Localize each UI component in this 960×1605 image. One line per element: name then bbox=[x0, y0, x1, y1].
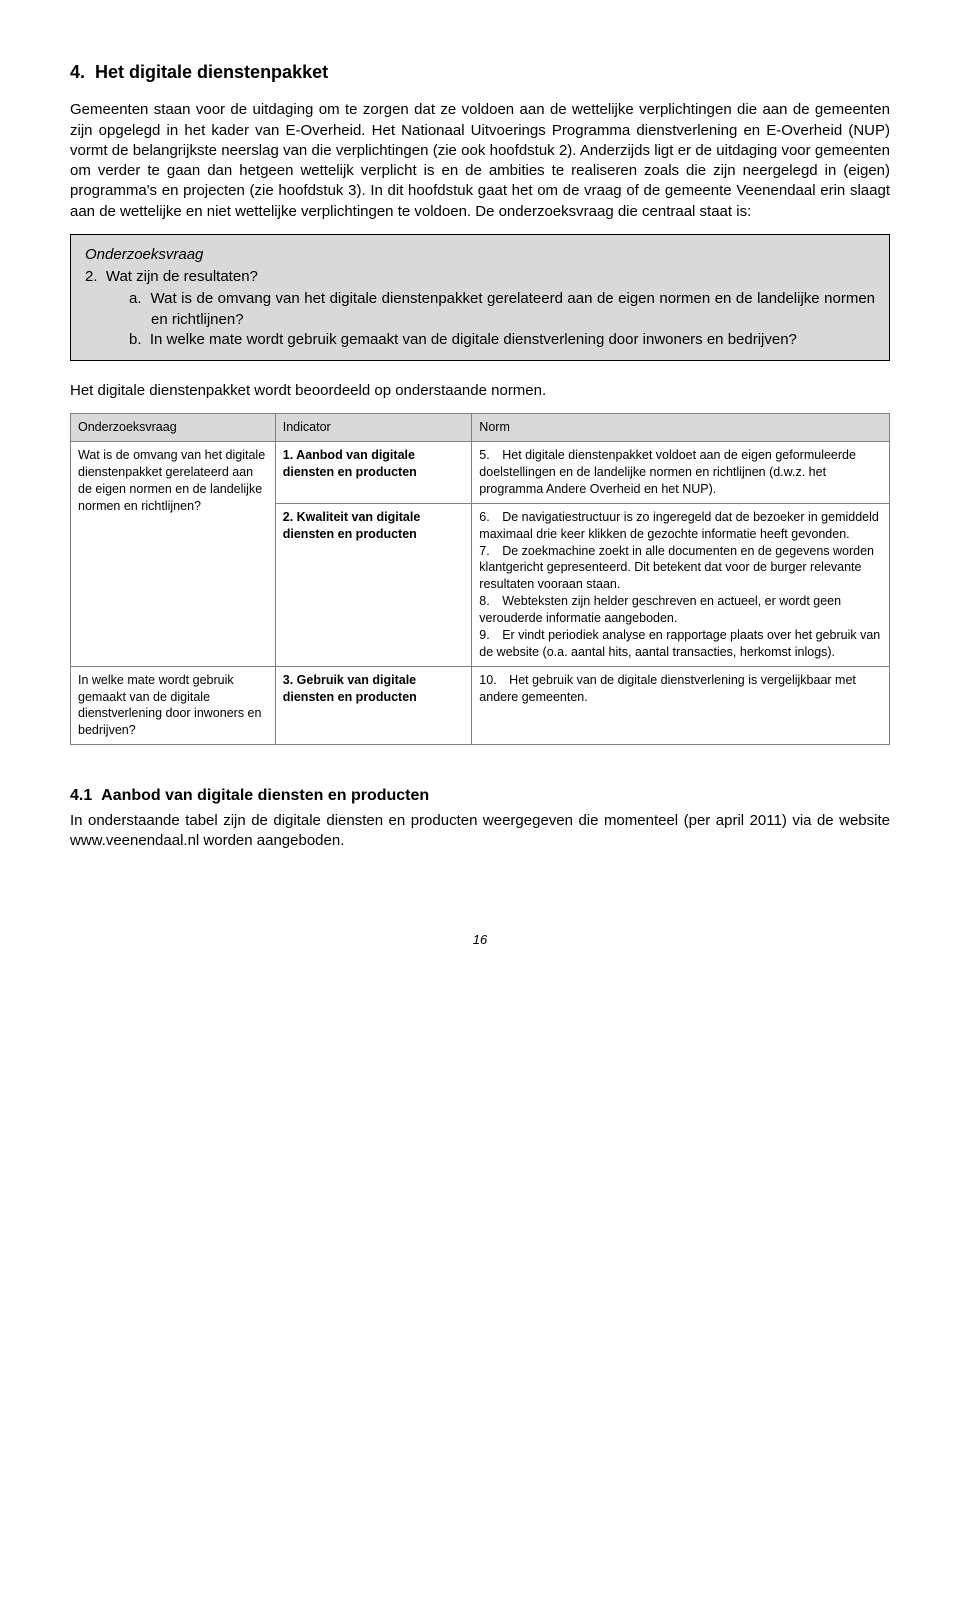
cell-vraag-2: In welke mate wordt gebruik gemaakt van … bbox=[71, 666, 276, 745]
qbox-a-num: a. bbox=[129, 290, 142, 307]
th-indicator: Indicator bbox=[275, 414, 472, 442]
cell-indicator-1: 1. Aanbod van digitale diensten en produ… bbox=[275, 442, 472, 504]
subsection-heading: 4.1 Aanbod van digitale diensten en prod… bbox=[70, 785, 890, 807]
table-row: Wat is de omvang van het digitale dienst… bbox=[71, 442, 890, 504]
subsection-number: 4.1 bbox=[70, 787, 92, 804]
norms-intro: Het digitale dienstenpakket wordt beoord… bbox=[70, 381, 890, 401]
section-number: 4. bbox=[70, 62, 85, 82]
qbox-main-num: 2. bbox=[85, 268, 98, 285]
research-question-box: Onderzoeksvraag 2. Wat zijn de resultate… bbox=[70, 234, 890, 361]
cell-norm-5: 5. Het digitale dienstenpakket voldoet a… bbox=[472, 442, 890, 504]
intro-paragraph: Gemeenten staan voor de uitdaging om te … bbox=[70, 100, 890, 222]
cell-norm-10: 10. Het gebruik van de digitale dienstve… bbox=[472, 666, 890, 745]
th-norm: Norm bbox=[472, 414, 890, 442]
qbox-main-item: 2. Wat zijn de resultaten? a. Wat is de … bbox=[85, 267, 875, 350]
subsection-paragraph: In onderstaande tabel zijn de digitale d… bbox=[70, 811, 890, 852]
norms-table: Onderzoeksvraag Indicator Norm Wat is de… bbox=[70, 413, 890, 745]
section-title: Het digitale dienstenpakket bbox=[95, 62, 328, 82]
cell-vraag-1: Wat is de omvang van het digitale dienst… bbox=[71, 442, 276, 667]
section-heading: 4. Het digitale dienstenpakket bbox=[70, 60, 890, 84]
qbox-sub-a: a. Wat is de omvang van het digitale die… bbox=[129, 289, 875, 330]
qbox-b-text: In welke mate wordt gebruik gemaakt van … bbox=[150, 331, 797, 348]
qbox-a-text: Wat is de omvang van het digitale dienst… bbox=[151, 290, 875, 327]
subsection-title: Aanbod van digitale diensten en producte… bbox=[101, 787, 429, 804]
cell-norm-6789: 6. De navigatiestructuur is zo ingeregel… bbox=[472, 503, 890, 666]
table-header-row: Onderzoeksvraag Indicator Norm bbox=[71, 414, 890, 442]
cell-indicator-3: 3. Gebruik van digitale diensten en prod… bbox=[275, 666, 472, 745]
qbox-b-num: b. bbox=[129, 331, 142, 348]
page-number: 16 bbox=[70, 931, 890, 949]
table-row: In welke mate wordt gebruik gemaakt van … bbox=[71, 666, 890, 745]
qbox-main-text: Wat zijn de resultaten? bbox=[106, 268, 258, 285]
qbox-sub-b: b. In welke mate wordt gebruik gemaakt v… bbox=[129, 330, 875, 350]
cell-indicator-2: 2. Kwaliteit van digitale diensten en pr… bbox=[275, 503, 472, 666]
qbox-title: Onderzoeksvraag bbox=[85, 245, 875, 265]
th-onderzoeksvraag: Onderzoeksvraag bbox=[71, 414, 276, 442]
